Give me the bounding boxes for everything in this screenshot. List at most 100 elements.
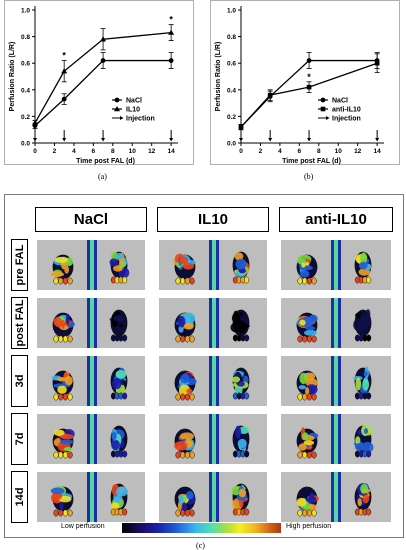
chart-1-y-tick-label: 0.4 xyxy=(227,87,236,94)
chart-1-data-point xyxy=(306,58,312,63)
left-paw xyxy=(173,253,196,285)
chart-0-injection-arrowhead xyxy=(33,138,37,142)
chart-1-y-tick-label: 0.0 xyxy=(227,141,236,148)
chart-1-legend-label: NaCl xyxy=(332,98,348,105)
chart-0-y-tick-label: 0.0 xyxy=(21,141,30,148)
chart-panel-a: 0.0 0.2 0.4 0.6 0.8 1.0 0 2 4 6 8 10 12 14 Perfusion R… xyxy=(4,0,194,167)
chart-1-x-tick-label: 6 xyxy=(298,148,302,155)
perfusion-image xyxy=(159,298,267,348)
right-paw xyxy=(231,483,250,516)
column-header-il10: IL10 xyxy=(157,207,269,232)
chart-1-injection-arrowhead xyxy=(239,138,243,142)
chart-1-y-axis-label: Perfusion Ratio (L/R) xyxy=(215,42,222,112)
chart-1-y-tick-label: 1.0 xyxy=(227,8,236,15)
chart-1-y-tick-label: 0.8 xyxy=(227,34,236,41)
row-header-post-fal: post FAL xyxy=(11,297,28,349)
chart-1-x-tick-label: 10 xyxy=(335,148,343,155)
chart-0-x-tick-label: 12 xyxy=(148,148,156,155)
chart-0-data-point xyxy=(61,68,68,74)
chart-0-data-point xyxy=(100,58,106,63)
chart-0-significance-marker: * xyxy=(62,51,66,61)
row-header-14d: 14d xyxy=(11,471,28,523)
left-paw xyxy=(174,370,197,401)
perfusion-image xyxy=(281,298,391,348)
left-paw xyxy=(296,427,319,459)
right-paw xyxy=(110,367,128,400)
perfusion-image xyxy=(159,240,267,290)
chart-1-y-tick-label: 0.6 xyxy=(227,61,236,68)
left-paw xyxy=(296,486,319,517)
chart-1-legend-arrowhead xyxy=(326,116,330,120)
chart-0-series-line-1 xyxy=(34,31,172,124)
chart-1-injection-arrowhead xyxy=(307,138,312,142)
chart-1-x-axis-label: Time post FAL (d) xyxy=(282,158,341,165)
right-paw xyxy=(231,367,250,400)
perfusion-image xyxy=(281,356,391,406)
colorbar-high-label: High perfusion xyxy=(286,523,332,530)
row-header-pre-fal: pre FAL xyxy=(11,239,28,291)
chart-1-x-tick-label: 2 xyxy=(259,148,263,155)
chart-0-injection-arrowhead xyxy=(169,138,174,142)
perfusion-image xyxy=(37,240,145,290)
colorbar-gradient xyxy=(122,523,281,533)
chart-1-series-line-1 xyxy=(240,62,378,128)
perfusion-image xyxy=(281,472,391,522)
chart-1-injection-arrowhead xyxy=(375,138,380,142)
chart-1-data-point xyxy=(267,92,273,98)
chart-0-data-point xyxy=(100,36,107,42)
chart-0-x-axis-label: Time post FAL (d) xyxy=(76,158,135,165)
chart-1-data-point xyxy=(238,124,244,130)
perfusion-colorbar: Low perfusion High perfusion xyxy=(5,521,405,535)
chart-0-x-tick-label: 2 xyxy=(53,148,57,155)
left-paw xyxy=(174,428,196,459)
left-paw xyxy=(51,370,74,401)
chart-1-x-tick-label: 8 xyxy=(317,148,321,155)
left-paw xyxy=(50,486,74,517)
chart-0-y-tick-label: 0.6 xyxy=(21,61,30,68)
right-paw xyxy=(110,425,128,458)
chart-0-injection-arrowhead xyxy=(101,138,106,142)
colorbar-low-label: Low perfusion xyxy=(61,523,105,530)
perfusion-image xyxy=(159,472,267,522)
chart-1-x-tick-label: 12 xyxy=(354,148,362,155)
perfusion-image xyxy=(37,356,145,406)
chart-0-x-tick-label: 10 xyxy=(129,148,137,155)
chart-1-significance-marker: * xyxy=(307,72,311,82)
chart-0-x-tick-label: 8 xyxy=(111,148,115,155)
chart-0-series-line-0 xyxy=(34,59,172,127)
perfusion-image xyxy=(37,414,145,464)
chart-0-legend-arrowhead xyxy=(120,116,124,120)
chart-0-data-point xyxy=(61,96,67,102)
row-header-7d: 7d xyxy=(11,413,28,465)
chart-1-data-point xyxy=(306,84,312,90)
right-paw xyxy=(232,251,250,284)
chart-0-frame xyxy=(4,0,194,165)
right-paw xyxy=(109,309,128,342)
chart-0-data-point xyxy=(32,120,38,126)
perfusion-image xyxy=(281,414,391,464)
chart-1-injection-arrowhead xyxy=(268,138,273,142)
right-paw xyxy=(354,251,372,284)
perfusion-image xyxy=(37,472,145,522)
chart-0-significance-marker: * xyxy=(169,15,173,25)
perfusion-image xyxy=(159,356,267,406)
chart-panel-b: 0.0 0.2 0.4 0.6 0.8 1.0 0 2 4 6 8 10 12 14 Perfusion R… xyxy=(210,0,400,167)
chart-1-x-tick-label: 0 xyxy=(239,148,243,155)
chart-1-data-point xyxy=(374,60,380,66)
right-paw xyxy=(353,309,372,342)
left-paw xyxy=(52,312,75,343)
right-paw xyxy=(109,251,130,284)
chart-0-legend-label: NaCl xyxy=(126,98,142,105)
chart-1-legend-label: Injection xyxy=(332,116,361,123)
chart-0-x-tick-label: 4 xyxy=(72,148,76,155)
perfusion-chart-a: 0.0 0.2 0.4 0.6 0.8 1.0 0 2 4 6 8 10 12 14 Perfusion R… xyxy=(4,0,194,165)
perfusion-image xyxy=(281,240,391,290)
perfusion-chart-b: 0.0 0.2 0.4 0.6 0.8 1.0 0 2 4 6 8 10 12 14 Perfusion R… xyxy=(210,0,400,165)
chart-0-legend-marker xyxy=(114,106,120,112)
left-paw xyxy=(174,312,196,343)
chart-0-legend-marker xyxy=(114,97,120,103)
laser-doppler-image-grid: NaCl IL10 anti-IL10 pre FAL post FAL 3d … xyxy=(4,194,404,538)
chart-1-frame xyxy=(210,0,400,165)
chart-0-legend-label: Injection xyxy=(126,116,155,123)
chart-1-y-tick-label: 0.2 xyxy=(227,114,236,121)
